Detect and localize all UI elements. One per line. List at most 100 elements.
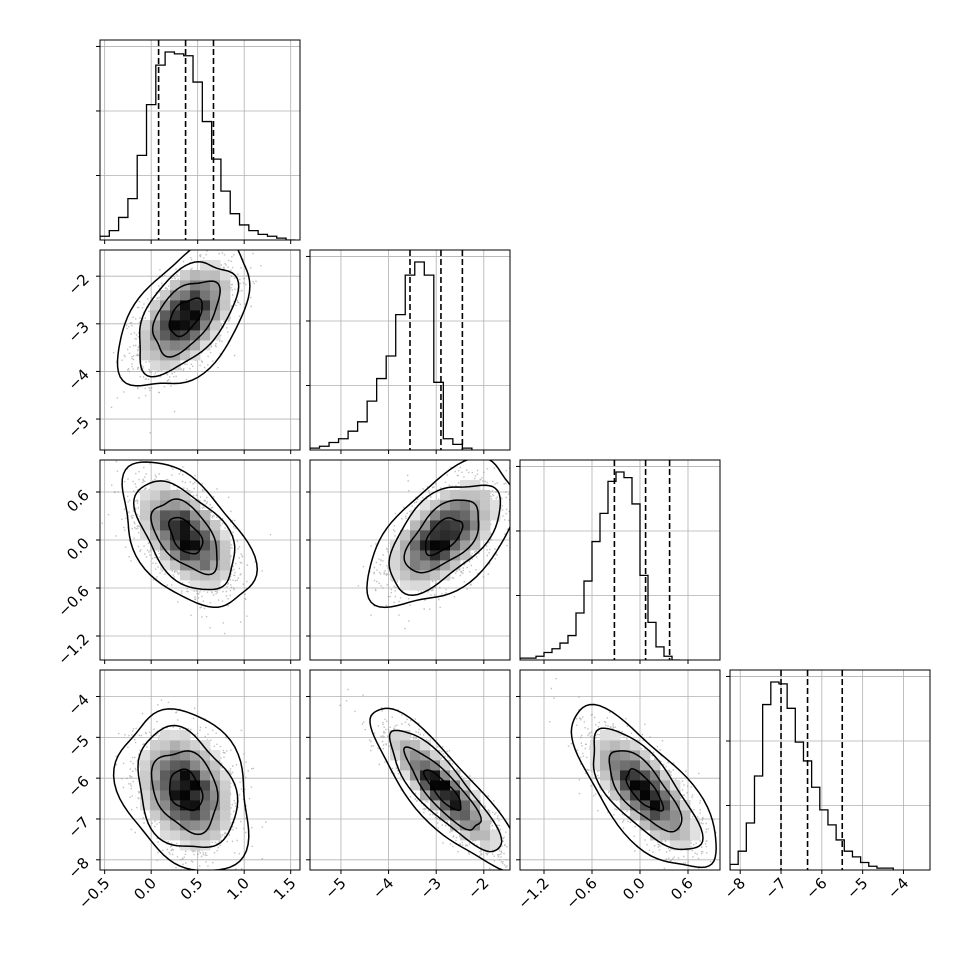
contour-level-3 — [366, 460, 510, 609]
density-cell — [150, 750, 161, 761]
density-cell — [440, 530, 451, 541]
density-cell — [410, 540, 421, 551]
y-tick-label: −4 — [64, 366, 92, 394]
density-cell — [650, 780, 661, 791]
density-cell — [470, 810, 481, 821]
density-cell — [160, 740, 171, 751]
x-tick-label: −3 — [417, 874, 445, 902]
histogram-panel-2 — [516, 459, 721, 664]
histogram-panel-3: −8 −7 −6 −5 −4 — [721, 669, 931, 902]
density-cell — [610, 760, 621, 771]
density-cell — [160, 500, 171, 511]
density-cell — [200, 290, 211, 301]
density-cell — [640, 750, 651, 761]
contour-level-0 — [625, 768, 665, 812]
density-cell — [170, 310, 181, 321]
density-cell — [650, 810, 661, 821]
density-cell — [180, 770, 191, 781]
contour-level-1 — [608, 750, 683, 833]
density-cell — [640, 770, 651, 781]
density-cell — [170, 820, 181, 831]
density-cell — [440, 570, 451, 581]
density-cell — [450, 820, 461, 831]
density-cell — [190, 300, 201, 311]
x-tick-label: 1.5 — [270, 874, 300, 904]
density-cell — [190, 840, 201, 851]
density-cell — [170, 340, 181, 351]
density-cell — [220, 570, 231, 581]
density-cell — [480, 490, 491, 501]
density-cell — [190, 560, 201, 571]
density-cell — [170, 770, 181, 781]
density-cell — [190, 270, 201, 281]
density-cell — [180, 350, 191, 361]
density-cell — [160, 300, 171, 311]
density-cell — [670, 800, 681, 811]
density-cell — [150, 500, 161, 511]
density-cell — [470, 530, 481, 541]
density-cell — [630, 740, 641, 751]
density-cell — [620, 780, 631, 791]
density-cell — [200, 570, 211, 581]
density-cell — [150, 320, 161, 331]
density-cell — [480, 820, 491, 831]
density-cell — [460, 490, 471, 501]
histogram-step-1 — [310, 261, 473, 450]
axes-frame — [99, 669, 301, 871]
density-cell — [660, 780, 671, 791]
density-cell — [600, 750, 611, 761]
density-cell — [190, 790, 201, 801]
x-tick-label: −4 — [369, 874, 397, 902]
axes-frame — [519, 669, 721, 871]
density-cell — [210, 770, 221, 781]
density-cell — [190, 750, 201, 761]
density-cell — [170, 490, 181, 501]
density-cell — [470, 830, 481, 841]
density-cell — [150, 300, 161, 311]
density-cell — [450, 810, 461, 821]
density-cell — [210, 820, 221, 831]
density-cell — [200, 280, 211, 291]
histogram-panel-1 — [306, 249, 511, 454]
x-tick-label: −0.5 — [75, 874, 113, 912]
density-cell — [180, 800, 191, 811]
scatter-panel-0-1: −5 −4 −3 −2 — [64, 249, 301, 454]
y-tick-label: −5 — [64, 413, 92, 441]
density-cell — [220, 800, 231, 811]
density-cell — [200, 790, 211, 801]
density-cell — [210, 290, 221, 301]
density-cell — [170, 560, 181, 571]
density-cell — [620, 770, 631, 781]
density-cell — [180, 320, 191, 331]
density-cell — [150, 760, 161, 771]
density-cell — [140, 760, 151, 771]
density-cell — [450, 560, 461, 571]
density-cell — [400, 770, 411, 781]
density-cell — [180, 760, 191, 771]
density-cell — [200, 300, 211, 311]
density-cell — [160, 550, 171, 561]
density-cell — [190, 740, 201, 751]
density-cell — [150, 540, 161, 551]
density-cell — [450, 770, 461, 781]
density-cell — [190, 580, 201, 591]
density-cell — [220, 270, 231, 281]
density-cell — [170, 520, 181, 531]
density-cell — [420, 750, 431, 761]
contour-level-3 — [369, 707, 510, 870]
density-cell — [480, 830, 491, 841]
density-cell — [400, 730, 411, 741]
density-cell — [180, 330, 191, 341]
scatter-panel-1-2 — [306, 459, 511, 664]
density-cell — [180, 310, 191, 321]
histogram-step-3 — [730, 681, 894, 870]
density-cell — [610, 740, 621, 751]
density-cell — [420, 510, 431, 521]
density-cell — [150, 800, 161, 811]
density-cell — [680, 810, 691, 821]
density-cell — [430, 530, 441, 541]
density-cell — [170, 760, 181, 771]
histogram-step-0 — [100, 51, 296, 240]
density-cell — [690, 820, 701, 831]
density-cell — [610, 730, 621, 741]
